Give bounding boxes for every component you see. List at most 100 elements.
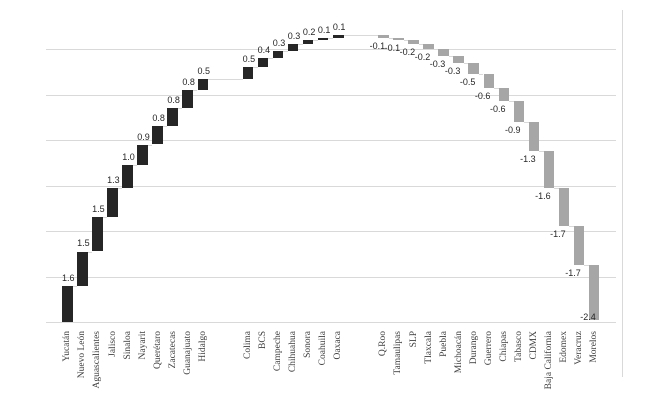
waterfall-connector <box>554 187 559 189</box>
bar-veracruz <box>573 226 585 266</box>
category-label-colima: Colima <box>242 331 253 359</box>
bar-guanajuato <box>182 89 193 109</box>
category-label-nayarit: Nayarit <box>137 331 148 360</box>
data-label-edomex: -1.7 <box>550 229 566 240</box>
waterfall-connector <box>147 144 153 146</box>
bar-chihuahua <box>287 44 299 52</box>
bar-colima <box>242 67 254 79</box>
data-label-cdmx: -1.3 <box>520 154 536 165</box>
waterfall-connector <box>102 217 108 219</box>
waterfall-connector <box>463 62 469 64</box>
data-label-puebla: -0.3 <box>429 58 446 69</box>
data-label-guanajuato: 0.8 <box>182 76 195 87</box>
data-label-sinaloa: 1.0 <box>122 152 135 163</box>
bar-nayarit <box>137 144 148 166</box>
data-label-q-roo: -0.1 <box>369 40 386 51</box>
bar-morelos <box>588 265 600 320</box>
category-label-yucatán: Yucatán <box>62 331 73 362</box>
waterfall-connector <box>403 39 409 41</box>
category-label-edomex: Edomex <box>559 331 569 363</box>
bar-puebla <box>438 49 449 56</box>
category-label-veracruz: Veracruz <box>574 331 584 365</box>
waterfall-connector <box>268 58 273 60</box>
data-label-tabasco: -0.9 <box>505 124 521 135</box>
waterfall-connector <box>162 126 168 128</box>
waterfall-connector <box>433 49 439 50</box>
waterfall-connector <box>313 39 318 41</box>
waterfall-connector <box>132 165 138 166</box>
waterfall-connector <box>569 226 574 228</box>
bar-jalisco <box>107 187 118 218</box>
data-label-nuevo-león: 1.5 <box>77 238 90 249</box>
bar-sonora <box>302 39 314 45</box>
category-label-puebla: Puebla <box>438 331 449 357</box>
category-label-nuevo-león: Nuevo León <box>77 331 88 379</box>
bar-durango <box>468 62 479 74</box>
data-label-morelos: -2.4 <box>580 312 596 322</box>
category-label-chiapas: Chiapas <box>498 331 509 362</box>
category-label-campeche: Campeche <box>273 331 283 372</box>
waterfall-connector <box>117 187 123 189</box>
category-label-baja-california: Baja California <box>543 331 554 390</box>
data-label-tlaxcala: -0.2 <box>414 52 431 62</box>
data-label-bcs: 0.4 <box>257 45 271 56</box>
bar-tabasco <box>513 101 524 122</box>
gridline <box>46 231 616 232</box>
category-label-tlaxcala: Tlaxcala <box>423 331 434 364</box>
data-label-michoacán: -0.3 <box>444 65 461 76</box>
waterfall-connector <box>418 44 424 46</box>
bar-aguascalientes <box>92 217 103 252</box>
category-label-slp: SLP <box>408 331 419 348</box>
data-label-aguascalientes: 1.5 <box>92 204 105 215</box>
category-label-sinaloa: Sinaloa <box>122 331 133 360</box>
waterfall-connector <box>177 108 183 110</box>
x-axis-line <box>46 322 616 323</box>
waterfall-connector <box>72 285 77 287</box>
bar-yucatán <box>62 285 73 322</box>
bar-bcs <box>257 58 269 68</box>
category-label-tabasco: Tabasco <box>513 331 524 362</box>
category-label-aguascalientes: Aguascalientes <box>92 331 103 389</box>
gridline <box>46 276 616 278</box>
data-label-campeche: 0.3 <box>272 38 286 49</box>
data-label-chihuahua: 0.3 <box>287 31 301 42</box>
data-label-oaxaca: 0.1 <box>332 22 346 33</box>
data-label-nayarit: 0.9 <box>137 131 150 142</box>
data-label-yucatán: 1.6 <box>62 272 75 283</box>
bar-edomex <box>558 187 570 227</box>
waterfall-connector <box>584 265 589 267</box>
category-label-hidalgo: Hidalgo <box>197 331 208 362</box>
category-label-chihuahua: Chihuahua <box>288 331 299 373</box>
category-label-oaxaca: Oaxaca <box>333 331 344 360</box>
waterfall-connector <box>539 151 544 153</box>
bar-baja-california <box>543 151 555 188</box>
category-label-sonora: Sonora <box>303 331 314 358</box>
waterfall-connector <box>388 37 394 39</box>
category-label-tamaulipas: Tamaulipas <box>393 331 404 375</box>
waterfall-connector <box>524 121 529 123</box>
waterfall-connector <box>494 87 499 89</box>
data-label-guerrero: -0.6 <box>474 90 491 101</box>
data-label-baja-california: -1.6 <box>535 190 551 201</box>
waterfall-connector <box>343 35 379 37</box>
data-label-sonora: 0.2 <box>302 26 316 37</box>
data-label-colima: 0.5 <box>242 54 256 65</box>
category-label-querétaro: Querétaro <box>152 331 163 369</box>
bar-querétaro <box>152 126 163 145</box>
waterfall-connector <box>283 51 288 53</box>
category-label-bcs: BCS <box>257 331 268 349</box>
waterfall-connector <box>208 78 243 80</box>
chart-right-border <box>622 10 623 377</box>
waterfall-connector <box>253 67 258 69</box>
bar-guerrero <box>483 74 494 88</box>
data-label-chiapas: -0.6 <box>489 104 506 115</box>
data-label-querétaro: 0.8 <box>152 113 165 124</box>
category-label-michoacán: Michoacán <box>453 331 464 374</box>
bar-tlaxcala <box>423 44 434 49</box>
data-label-jalisco: 1.3 <box>107 174 120 185</box>
waterfall-connector <box>87 251 93 253</box>
bar-sinaloa <box>122 165 133 188</box>
category-label-guanajuato: Guanajuato <box>182 331 193 375</box>
category-label-morelos: Morelos <box>589 331 599 363</box>
